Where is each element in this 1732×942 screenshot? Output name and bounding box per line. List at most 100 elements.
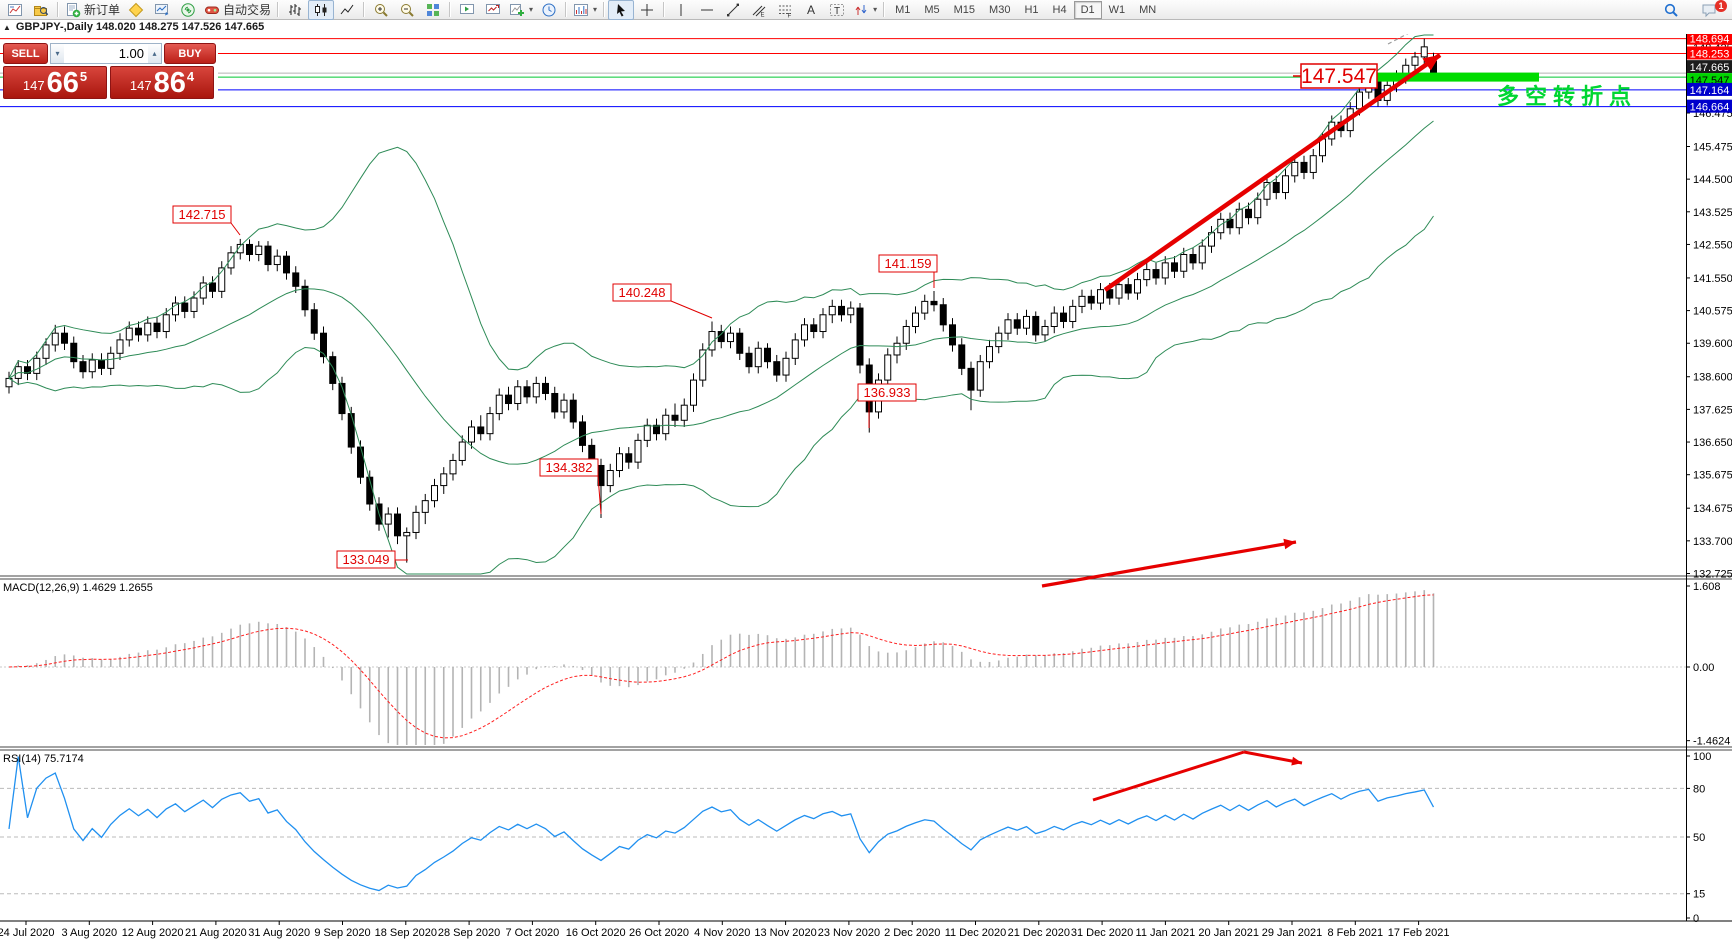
toolbar-separator — [277, 2, 280, 17]
timeframe-h4[interactable]: H4 — [1052, 3, 1067, 16]
candlestick-chart-icon — [315, 3, 327, 16]
timeframe-m5[interactable]: M5 — [924, 3, 940, 16]
indicators-button[interactable]: ▾ — [506, 0, 536, 20]
signals-button[interactable] — [175, 0, 201, 20]
periods-button[interactable] — [536, 0, 562, 20]
templates-icon — [574, 3, 589, 16]
timeframe-m15[interactable]: M15 — [953, 3, 976, 16]
text-icon: A — [807, 3, 815, 17]
bollinger-bands — [8, 34, 1434, 575]
svg-text:144.500: 144.500 — [1693, 174, 1732, 186]
svg-text:143.525: 143.525 — [1693, 207, 1732, 219]
chart-shift-icon — [486, 3, 501, 14]
svg-text:21 Dec 2020: 21 Dec 2020 — [1008, 927, 1070, 939]
panel-toggle-icon[interactable]: ▲ — [3, 22, 11, 32]
bar-chart-button[interactable] — [282, 0, 308, 20]
line-chart-button[interactable] — [334, 0, 360, 20]
toolbar-separator — [603, 2, 606, 17]
svg-text:0.00: 0.00 — [1693, 662, 1714, 674]
timeframe-m1[interactable]: M1 — [895, 3, 911, 16]
svg-text:147.547: 147.547 — [1301, 65, 1377, 88]
tile-windows-button[interactable] — [420, 0, 446, 20]
dropdown-caret-icon: ▾ — [873, 5, 878, 14]
fibonacci-button[interactable]: F — [772, 0, 798, 20]
autotrading-button[interactable]: 自动交易 — [201, 0, 274, 20]
volume-input[interactable] — [64, 44, 148, 63]
buy-price-display[interactable]: 147 86 4 — [110, 66, 214, 99]
svg-text:146.664: 146.664 — [1690, 102, 1730, 114]
auto-arrange-icon — [460, 3, 475, 14]
trendline-button[interactable] — [720, 0, 746, 20]
templates-button[interactable]: ▾ — [570, 0, 600, 20]
new-chart-button[interactable] — [2, 0, 28, 20]
timeframe-h1[interactable]: H1 — [1024, 3, 1039, 16]
new-order-button[interactable]: 新订单 — [62, 0, 123, 20]
price-annotations: 142.715 134.382 133.049 140.248 141.159 136.9… — [172, 63, 1378, 569]
toolbar-separator — [57, 2, 59, 17]
caret-down-icon: ▾ — [55, 49, 60, 58]
svg-text:31 Aug 2020: 31 Aug 2020 — [248, 927, 310, 939]
buy-price-pips: 4 — [186, 69, 195, 84]
text-label-icon: T — [830, 3, 845, 17]
experts-icon — [155, 3, 169, 15]
volume-increase-button[interactable]: ▴ — [148, 44, 161, 63]
toolbar-right-group: 1 — [1658, 0, 1727, 20]
sell-price-pips: 5 — [79, 69, 88, 84]
caret-up-icon: ▴ — [152, 49, 157, 58]
vertical-line-button[interactable] — [668, 0, 694, 20]
metaeditor-icon — [128, 2, 144, 17]
horizontal-line-button[interactable] — [694, 0, 720, 20]
timeframe-d1[interactable]: D1 — [1073, 0, 1102, 19]
profiles-button[interactable] — [28, 0, 54, 20]
svg-text:多空转折点: 多空转折点 — [1497, 84, 1637, 109]
svg-text:136.650: 136.650 — [1693, 437, 1732, 449]
buy-button[interactable]: BUY — [164, 43, 216, 64]
zoom-out-button[interactable] — [394, 0, 420, 20]
svg-text:12 Aug 2020: 12 Aug 2020 — [122, 927, 184, 939]
svg-text:20 Jan 2021: 20 Jan 2021 — [1198, 927, 1259, 939]
arrows-button[interactable]: ▾ — [850, 0, 880, 20]
metaeditor-button[interactable] — [123, 0, 149, 20]
svg-text:T: T — [834, 6, 840, 17]
svg-text:140.575: 140.575 — [1693, 306, 1732, 318]
sell-price-display[interactable]: 147 66 5 — [3, 66, 107, 99]
svg-text:F: F — [788, 13, 792, 18]
volume-decrease-button[interactable]: ▾ — [51, 44, 64, 63]
experts-button[interactable] — [149, 0, 175, 20]
text-button[interactable]: A — [798, 0, 824, 20]
equidistant-channel-button[interactable]: E — [746, 0, 772, 20]
main-toolbar: 新订单 自动交易 ▾ ▾ E F A T ▾ — [0, 0, 1732, 20]
fibonacci-icon: F — [779, 5, 792, 18]
sell-button[interactable]: SELL — [3, 43, 48, 64]
timeframe-mn[interactable]: MN — [1139, 3, 1157, 16]
svg-text:21 Aug 2020: 21 Aug 2020 — [185, 927, 247, 939]
auto-arrange-button[interactable] — [454, 0, 480, 20]
svg-text:100: 100 — [1693, 751, 1711, 763]
search-button[interactable] — [1658, 0, 1684, 20]
svg-text:134.675: 134.675 — [1693, 503, 1732, 515]
zoom-in-button[interactable] — [368, 0, 394, 20]
crosshair-button[interactable] — [634, 0, 660, 20]
chart-canvas[interactable]: MACD(12,26,9) 1.4629 1.2655 RSI(14) 75.71… — [0, 34, 1732, 942]
svg-text:133.049: 133.049 — [343, 552, 390, 567]
rsi-pane: RSI(14) 75.7174 — [0, 750, 1686, 895]
svg-text:9 Sep 2020: 9 Sep 2020 — [314, 927, 370, 939]
notifications-button[interactable]: 1 — [1694, 0, 1727, 20]
buy-price-big: 86 — [153, 67, 186, 99]
new-order-icon — [67, 2, 81, 17]
text-label-button[interactable]: T — [824, 0, 850, 20]
chart-shift-button[interactable] — [480, 0, 506, 20]
svg-text:31 Dec 2020: 31 Dec 2020 — [1071, 927, 1133, 939]
svg-text:133.700: 133.700 — [1693, 536, 1732, 548]
date-axis: 24 Jul 2020 3 Aug 2020 12 Aug 2020 21 Aug 2… — [0, 921, 1449, 939]
cursor-button[interactable] — [608, 0, 635, 20]
svg-text:141.550: 141.550 — [1693, 273, 1732, 285]
candlestick-chart-button[interactable] — [308, 0, 335, 20]
search-icon — [1664, 3, 1678, 17]
svg-text:3 Aug 2020: 3 Aug 2020 — [61, 927, 117, 939]
timeframe-m30[interactable]: M30 — [989, 3, 1011, 16]
cursor-icon — [617, 3, 626, 16]
timeframe-w1[interactable]: W1 — [1108, 3, 1126, 16]
svg-text:11 Dec 2020: 11 Dec 2020 — [945, 927, 1007, 939]
dropdown-caret-icon: ▾ — [593, 5, 598, 14]
